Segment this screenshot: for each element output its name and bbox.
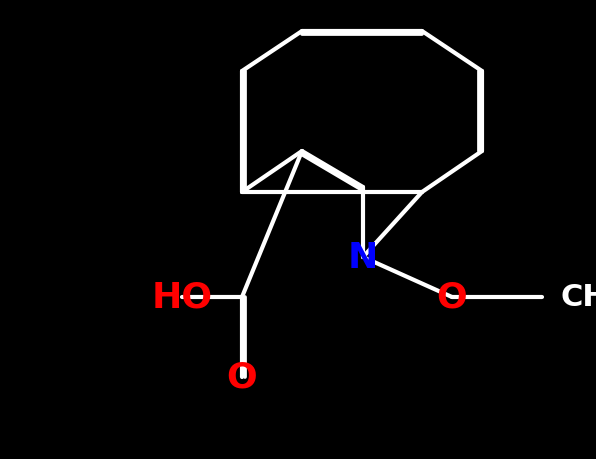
Text: N: N [348, 241, 378, 274]
Text: CH₃: CH₃ [560, 283, 596, 312]
Text: O: O [437, 280, 467, 314]
Text: HO: HO [151, 280, 213, 314]
Text: O: O [226, 360, 257, 394]
